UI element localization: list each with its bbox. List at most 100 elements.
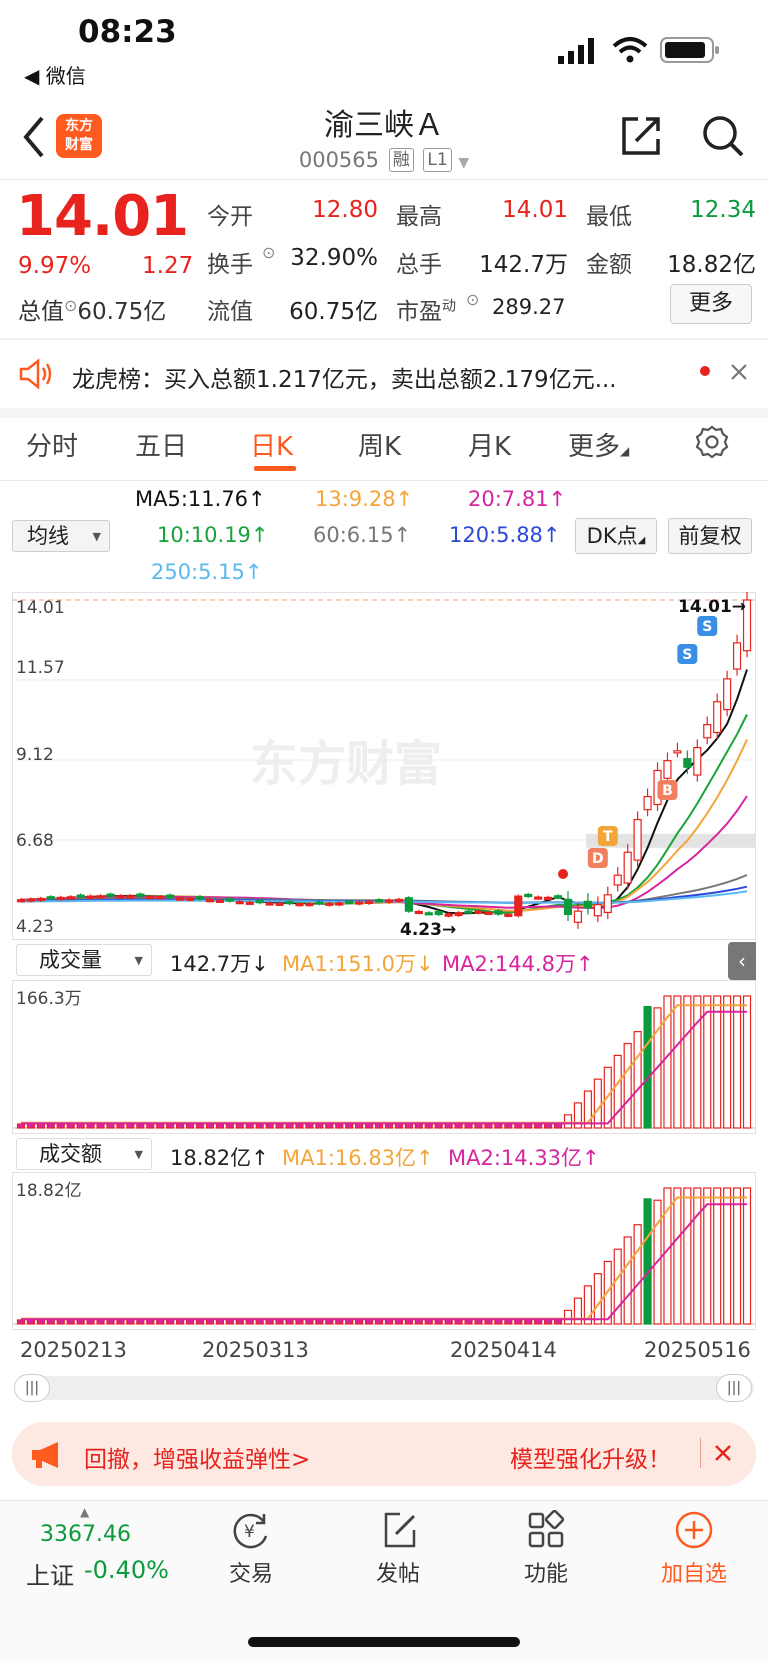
candle [106,893,115,897]
volume-bar [732,1187,742,1325]
apps-grid-icon[interactable] [526,1510,566,1550]
float-label: 流值 [207,299,253,325]
volume-bar [583,1090,592,1129]
amount-chart[interactable] [12,1172,756,1330]
stock-code-row[interactable]: 000565 融 L1 ▼ [0,148,768,172]
change-amount: 1.27 [142,253,194,279]
index-value[interactable]: 3367.46 [40,1522,131,1547]
info-icon[interactable]: ⊙ [262,243,276,262]
promo-banner[interactable] [12,1422,756,1486]
candle [36,897,45,902]
info-icon[interactable]: ⊙ [64,296,78,315]
ma120-value: 120:5.88↑ [449,523,561,547]
candle [26,898,35,902]
banner-right-text[interactable]: 模型强化升级！ [510,1447,671,1473]
pe-label-text: 市盈 [396,299,442,325]
candle [454,912,463,917]
active-tab-indicator [254,466,296,471]
tab-day-k[interactable]: 日K [250,432,294,462]
amount-ma2: MA2:14.33亿↑ [448,1146,600,1170]
signal-badge-text: D [592,851,604,867]
candle [534,896,543,900]
tab-week-k[interactable]: 周K [358,432,402,462]
ma250-value: 250:5.15↑ [151,560,263,584]
trade-icon[interactable]: ¥ [230,1510,274,1550]
expand-up-icon[interactable]: ▲ [80,1505,90,1519]
range-right-handle[interactable]: ||| [716,1374,752,1402]
nav-post[interactable]: 发帖 [375,1562,420,1587]
x-tick-label: 20250516 [644,1338,751,1362]
more-button[interactable]: 更多 [670,284,752,324]
range-scrollbar[interactable] [14,1376,754,1400]
nav-functions[interactable]: 功能 [523,1562,568,1587]
candle [464,910,473,914]
volume-bar [573,1102,583,1129]
compose-icon[interactable] [380,1510,420,1550]
app-logo: 东方 财富 [56,114,102,158]
signal-badge: S [677,644,698,664]
candle [56,896,65,901]
tab-more[interactable]: 更多◢ [568,426,629,463]
svg-text:东方财富: 东方财富 [250,736,442,792]
tab-month-k[interactable]: 月K [468,432,512,462]
candle [245,901,254,905]
y-tick-label: 6.68 [16,831,54,851]
dragon-tiger-notice[interactable] [0,340,768,408]
ma60-value: 60:6.15↑ [313,523,412,547]
dk-point-button[interactable]: DK点◢ [575,518,657,554]
volume-bar [693,995,702,1129]
banner-left-text[interactable]: 回撤，增强收益弹性> [84,1447,311,1473]
back-arrow-icon[interactable] [16,112,56,162]
close-icon[interactable] [714,1444,732,1462]
open-label: 今开 [207,204,253,230]
stock-name: 渝三峡Ａ [324,108,444,143]
volume-bar [623,1042,632,1129]
pe-value: 289.27 [492,295,566,319]
candle [146,895,155,900]
volume-bar [703,1187,712,1325]
index-change[interactable]: -0.40% [84,1556,169,1584]
ma-line [20,890,748,904]
quote-divider [0,338,768,340]
candle [185,897,195,902]
nav-add-watchlist[interactable]: 加自选 [660,1562,727,1587]
candle [374,899,384,903]
index-name[interactable]: 上证 [26,1562,74,1590]
candlestick-chart[interactable]: 东方财富 SS B TD [12,592,756,940]
candle [116,895,125,899]
adjust-selector[interactable]: 前复权 [668,518,752,554]
volume-bar [713,995,722,1129]
indicator-selector[interactable]: 均线 ▼ [12,520,110,552]
range-left-handle[interactable]: ||| [14,1374,50,1402]
bottom-nav [0,1500,768,1663]
search-icon[interactable] [700,113,746,159]
settings-gear-icon[interactable] [694,424,730,460]
x-tick-label: 20250213 [20,1338,127,1362]
volume-bar [613,1248,622,1325]
close-icon[interactable] [730,363,748,381]
candle [553,895,563,899]
candle [86,895,95,899]
total-value: 总值⊙60.75亿 [18,292,166,326]
add-watchlist-icon[interactable] [674,1510,714,1550]
share-icon[interactable] [618,113,664,159]
volume-bar [265,1319,274,1325]
candle [713,701,722,734]
candle [424,912,433,916]
tab-five-day[interactable]: 五日 [135,432,188,462]
volume-chart[interactable] [12,980,756,1134]
signal-badge-box [697,616,718,636]
tab-more-label: 更多 [568,432,621,462]
back-to-wechat[interactable]: ◀ 微信 [24,64,86,88]
collapse-panel-button[interactable]: ‹ [728,942,756,980]
amount-selector[interactable]: 成交额 ▼ [16,1138,152,1170]
candle [136,893,145,897]
header-divider [0,179,768,180]
signal-badge-text: T [603,829,613,845]
stock-code: 000565 [298,148,380,172]
volume-selector[interactable]: 成交量 ▼ [16,944,152,976]
nav-trade[interactable]: 交易 [228,1562,273,1587]
tab-intraday[interactable]: 分时 [26,432,79,462]
info-icon[interactable]: ⊙ [466,290,480,309]
turnover-value: 32.90% [290,245,378,271]
